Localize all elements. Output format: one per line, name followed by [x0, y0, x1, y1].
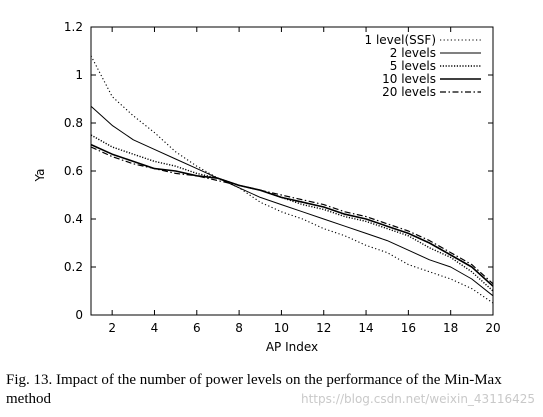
legend-label: 2 levels — [390, 46, 436, 60]
x-tick-label: 6 — [193, 321, 201, 335]
series-lines — [90, 55, 494, 304]
series-line-1 — [90, 55, 494, 304]
x-tick-label: 18 — [443, 321, 458, 335]
y-tick-label: 0.6 — [64, 164, 83, 178]
x-tick-label: 10 — [274, 321, 289, 335]
line-chart: 2 4 6 8 10 12 14 16 18 20 0 0.2 0.4 0.6 0.8 1 1.2 AP Inde… — [33, 20, 501, 354]
series-line-3 — [90, 134, 494, 292]
legend-label: 1 level(SSF) — [365, 33, 436, 47]
x-tick-label: 16 — [401, 321, 416, 335]
watermark: https://blog.csdn.net/weixin_43116425 — [300, 392, 535, 406]
series-line-2 — [90, 105, 494, 297]
x-axis-label: AP Index — [266, 340, 318, 354]
legend-label: 20 levels — [382, 85, 436, 99]
y-tick-label: 0.4 — [64, 212, 83, 226]
y-tick-label: 0 — [75, 308, 83, 322]
x-tick-label: 12 — [316, 321, 331, 335]
x-tick-label: 2 — [108, 321, 116, 335]
x-tick-label: 14 — [358, 321, 373, 335]
legend-label: 10 levels — [382, 72, 436, 86]
y-tick-label: 0.2 — [64, 260, 83, 274]
y-tick-label: 1 — [75, 68, 83, 82]
legend-label: 5 levels — [390, 59, 436, 73]
y-tick-label: 1.2 — [64, 20, 83, 34]
figure-caption: Fig. 13. Impact of the number of power l… — [6, 372, 502, 407]
series-line-4 — [90, 143, 494, 287]
y-tick-label: 0.8 — [64, 116, 83, 130]
axes: 2 4 6 8 10 12 14 16 18 20 0 0.2 0.4 0.6 0.8 1 1.2 AP Inde… — [33, 20, 501, 354]
y-axis-label: Ya — [33, 168, 47, 182]
x-tick-label: 4 — [151, 321, 159, 335]
x-tick-label: 8 — [235, 321, 243, 335]
x-tick-label: 20 — [485, 321, 500, 335]
